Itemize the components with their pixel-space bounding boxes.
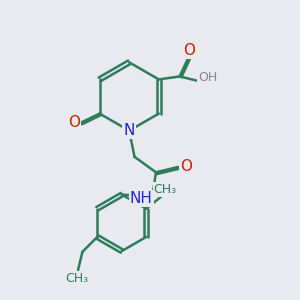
Text: CH₃: CH₃ <box>154 183 177 196</box>
Text: NH: NH <box>130 191 152 206</box>
Text: O: O <box>180 159 192 174</box>
Text: OH: OH <box>198 71 217 84</box>
Text: O: O <box>68 115 80 130</box>
Text: O: O <box>183 43 195 58</box>
Text: CH₃: CH₃ <box>65 272 88 285</box>
Text: N: N <box>124 123 135 138</box>
